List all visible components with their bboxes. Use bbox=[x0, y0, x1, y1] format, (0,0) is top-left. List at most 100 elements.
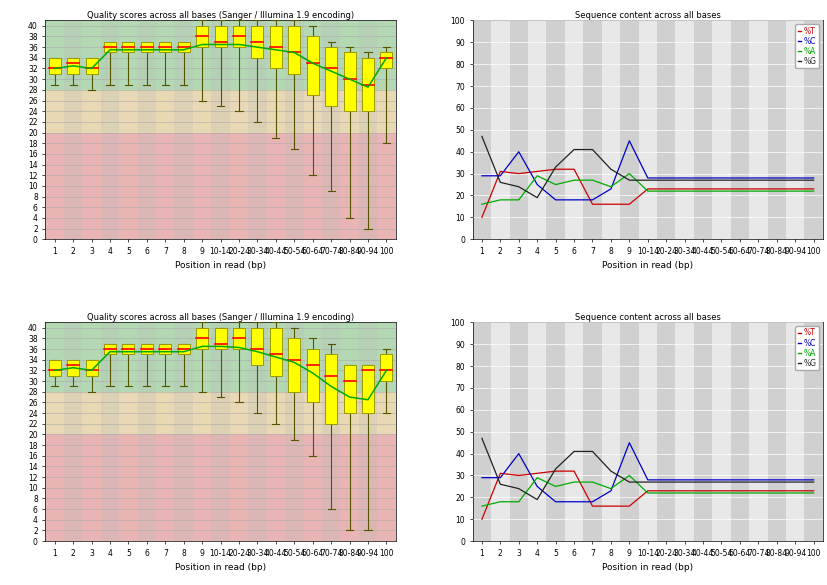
Bar bbox=[196, 26, 208, 47]
Bar bbox=[547, 322, 565, 541]
Bar bbox=[104, 344, 116, 355]
Bar bbox=[583, 322, 602, 541]
Bar bbox=[141, 42, 153, 53]
Bar bbox=[248, 322, 266, 541]
Bar bbox=[602, 20, 620, 239]
Bar bbox=[214, 26, 227, 47]
Bar bbox=[731, 322, 749, 541]
Bar bbox=[137, 20, 156, 239]
Bar bbox=[694, 322, 712, 541]
Bar bbox=[694, 20, 712, 239]
Bar bbox=[122, 344, 135, 355]
Bar bbox=[251, 328, 264, 365]
Bar bbox=[638, 20, 657, 239]
Bar bbox=[712, 20, 731, 239]
Bar bbox=[212, 322, 230, 541]
Bar bbox=[214, 328, 227, 349]
Bar bbox=[767, 322, 786, 541]
Bar bbox=[786, 20, 805, 239]
Title: Quality scores across all bases (Sanger / Illumina 1.9 encoding): Quality scores across all bases (Sanger … bbox=[87, 11, 354, 20]
Bar bbox=[491, 322, 509, 541]
Bar bbox=[289, 26, 300, 74]
Bar bbox=[657, 20, 676, 239]
Bar bbox=[565, 322, 583, 541]
Bar bbox=[712, 322, 731, 541]
Bar bbox=[45, 133, 395, 239]
Bar bbox=[491, 20, 509, 239]
Bar bbox=[289, 338, 300, 392]
Bar bbox=[64, 20, 83, 239]
X-axis label: Position in read (bp): Position in read (bp) bbox=[175, 261, 266, 270]
Bar bbox=[49, 360, 60, 376]
Bar bbox=[85, 58, 98, 74]
Bar bbox=[805, 20, 823, 239]
Bar bbox=[380, 53, 393, 68]
Bar bbox=[49, 58, 60, 74]
X-axis label: Position in read (bp): Position in read (bp) bbox=[175, 563, 266, 572]
Bar bbox=[638, 322, 657, 541]
Legend: %T, %C, %A, %G: %T, %C, %A, %G bbox=[796, 326, 819, 370]
Bar bbox=[731, 20, 749, 239]
Bar bbox=[343, 365, 356, 413]
Bar bbox=[620, 20, 638, 239]
Bar bbox=[101, 322, 119, 541]
Bar bbox=[676, 322, 694, 541]
Bar bbox=[767, 20, 786, 239]
Bar bbox=[285, 20, 304, 239]
Bar bbox=[359, 20, 377, 239]
Bar bbox=[178, 42, 189, 53]
Bar bbox=[45, 392, 395, 435]
Bar bbox=[160, 344, 171, 355]
Bar bbox=[359, 322, 377, 541]
Bar bbox=[657, 322, 676, 541]
Bar bbox=[45, 435, 395, 541]
Bar bbox=[196, 328, 208, 349]
Legend: %T, %C, %A, %G: %T, %C, %A, %G bbox=[796, 25, 819, 68]
Bar bbox=[248, 20, 266, 239]
Bar bbox=[322, 322, 341, 541]
Bar bbox=[270, 26, 282, 68]
Bar bbox=[325, 47, 337, 106]
Bar bbox=[509, 20, 528, 239]
Bar bbox=[509, 322, 528, 541]
Title: Sequence content across all bases: Sequence content across all bases bbox=[575, 11, 720, 20]
Bar bbox=[101, 20, 119, 239]
Bar bbox=[362, 365, 374, 413]
Bar bbox=[380, 355, 393, 381]
Bar bbox=[528, 20, 547, 239]
Bar bbox=[233, 26, 245, 47]
Bar bbox=[45, 322, 395, 392]
X-axis label: Position in read (bp): Position in read (bp) bbox=[602, 563, 693, 572]
Bar bbox=[285, 322, 304, 541]
Bar bbox=[160, 42, 171, 53]
Bar bbox=[565, 20, 583, 239]
Bar bbox=[251, 26, 264, 58]
Bar bbox=[602, 322, 620, 541]
Bar bbox=[307, 36, 318, 95]
Bar bbox=[473, 322, 491, 541]
Bar bbox=[583, 20, 602, 239]
Bar bbox=[67, 360, 79, 376]
Bar bbox=[141, 344, 153, 355]
Bar bbox=[343, 53, 356, 111]
Bar bbox=[749, 20, 767, 239]
Bar bbox=[528, 322, 547, 541]
Title: Sequence content across all bases: Sequence content across all bases bbox=[575, 312, 720, 322]
Bar bbox=[547, 20, 565, 239]
Bar bbox=[307, 349, 318, 402]
X-axis label: Position in read (bp): Position in read (bp) bbox=[602, 261, 693, 270]
Bar bbox=[45, 20, 395, 90]
Bar bbox=[749, 322, 767, 541]
Bar bbox=[67, 58, 79, 74]
Bar bbox=[270, 328, 282, 376]
Bar bbox=[45, 90, 395, 133]
Bar bbox=[64, 322, 83, 541]
Bar bbox=[322, 20, 341, 239]
Bar bbox=[174, 322, 193, 541]
Bar bbox=[122, 42, 135, 53]
Bar bbox=[104, 42, 116, 53]
Bar bbox=[137, 322, 156, 541]
Bar bbox=[174, 20, 193, 239]
Bar bbox=[85, 360, 98, 376]
Bar bbox=[178, 344, 189, 355]
